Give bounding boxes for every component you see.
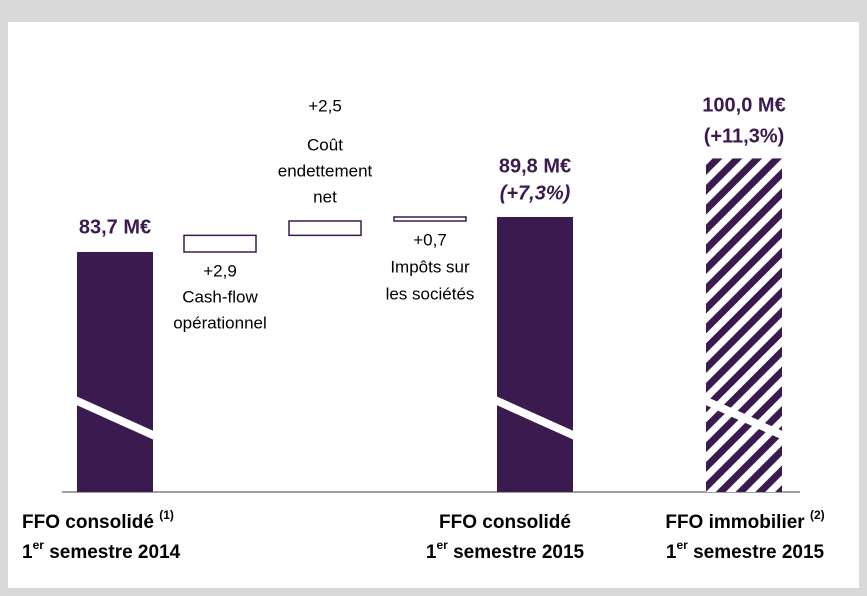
period: semestre 2015: [448, 542, 585, 563]
category-note: (1): [159, 508, 174, 522]
step-label: opérationnel: [173, 313, 267, 332]
change-label: (+7,3%): [500, 182, 571, 204]
ordinal-sup: er: [33, 538, 45, 552]
value-label: 83,7 M€: [79, 216, 151, 238]
step-bar: [183, 234, 257, 253]
change-label: (+11,3%): [704, 125, 785, 147]
ordinal: 1: [22, 542, 33, 563]
bar: [706, 158, 782, 493]
category-name: FFO consolidé: [439, 512, 571, 533]
category-name: FFO consolidé: [22, 512, 154, 533]
ordinal-sup: er: [436, 538, 448, 552]
category-label: FFO immobilier (2): [665, 508, 824, 533]
category-period: 1er semestre 2015: [666, 538, 825, 563]
step-bar: [288, 220, 362, 237]
period: semestre 2014: [44, 542, 181, 563]
category-label: FFO consolidé (1): [22, 508, 174, 533]
step-label: endettement: [278, 161, 373, 180]
step-label: les sociétés: [386, 284, 475, 303]
step-label: Coût: [307, 135, 343, 154]
step-label: Impôts sur: [390, 257, 470, 276]
axis-break: [73, 396, 157, 440]
category-period: 1er semestre 2015: [426, 538, 585, 563]
category-note: (2): [810, 508, 825, 522]
value-label: 89,8 M€: [499, 155, 571, 177]
value-label: 100,0 M€: [702, 94, 785, 116]
step-label: Cash-flow: [182, 287, 258, 306]
step-bar: [393, 216, 467, 222]
step-value-label: +2,9: [203, 261, 237, 280]
ordinal: 1: [426, 542, 437, 563]
bar: [497, 216, 573, 492]
period: semestre 2015: [688, 542, 825, 563]
category-name: FFO immobilier: [665, 512, 805, 533]
bar: [77, 252, 153, 492]
category-period: 1er semestre 2014: [22, 538, 181, 563]
axis-break: [493, 396, 577, 440]
ordinal: 1: [666, 542, 677, 563]
category-label: FFO consolidé: [439, 512, 571, 533]
step-label: net: [313, 187, 337, 206]
ordinal-sup: er: [676, 538, 688, 552]
step-value-label: +0,7: [413, 230, 447, 249]
step-value-label: +2,5: [308, 96, 342, 115]
axis-break: [702, 396, 786, 440]
